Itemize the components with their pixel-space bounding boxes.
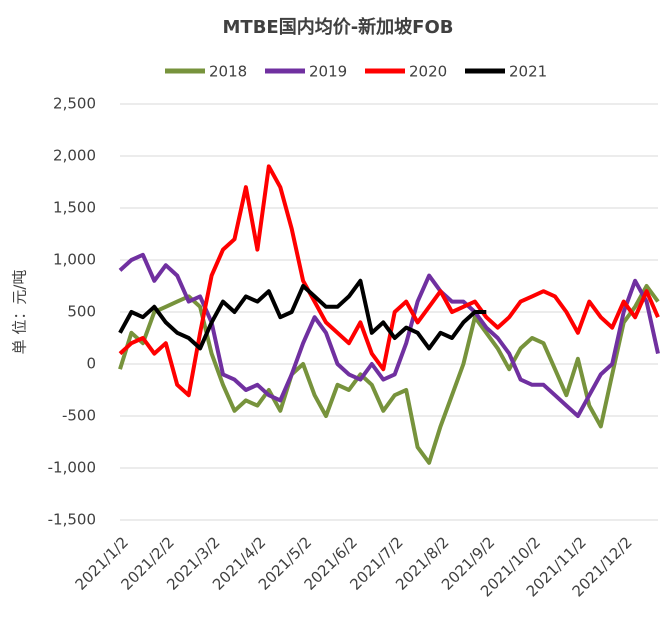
- line-series: [118, 164, 660, 398]
- y-tick-label: 2,500: [53, 95, 96, 113]
- y-tick-label: 2,000: [53, 147, 96, 165]
- line-series: [118, 252, 660, 418]
- y-tick-label: -1,000: [48, 459, 96, 477]
- y-axis-label: 单 位：元/吨: [11, 270, 29, 355]
- legend-label: 2020: [409, 63, 447, 81]
- y-tick-label: 1,500: [53, 199, 96, 217]
- line-series: [118, 278, 487, 351]
- chart-title: MTBE国内均价-新加坡FOB: [223, 16, 454, 38]
- legend-label: 2021: [509, 63, 547, 81]
- y-tick-label: -500: [62, 407, 96, 425]
- legend-label: 2019: [309, 63, 347, 81]
- y-tick-label: 500: [67, 303, 96, 321]
- line-series: [118, 284, 660, 465]
- legend-label: 2018: [209, 63, 247, 81]
- y-tick-label: 1,000: [53, 251, 96, 269]
- y-tick-label: -1,500: [48, 511, 96, 529]
- y-tick-label: 0: [86, 355, 96, 373]
